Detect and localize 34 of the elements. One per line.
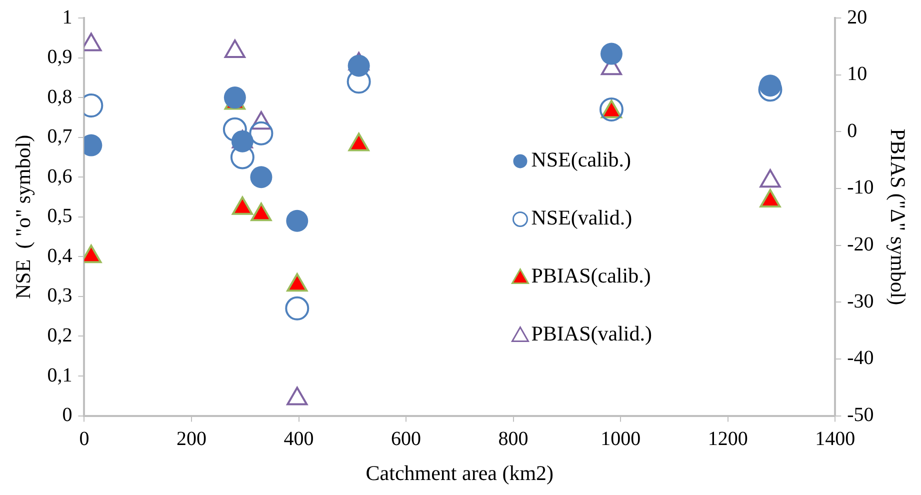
x-tick-label: 600	[391, 428, 422, 450]
y-tick-label: 0,8	[47, 86, 72, 108]
legend-label: NSE(calib.)	[531, 148, 631, 172]
y2-tick-label: -10	[847, 176, 874, 199]
y-tick-label: 0,2	[47, 324, 72, 346]
y2-tick-label: -50	[847, 404, 874, 426]
legend-label: NSE(valid.)	[531, 206, 632, 230]
y-tick-label: 0,6	[47, 165, 72, 188]
legend-label: PBIAS(valid.)	[531, 322, 652, 346]
y-tick-label: 1	[62, 6, 72, 28]
x-axis-title: Catchment area (km2)	[366, 460, 554, 485]
y-tick-label: 0,3	[47, 284, 72, 307]
y2-tick-label: 20	[847, 6, 868, 28]
y2-axis-title: PBIAS ("Δ" symbol)	[886, 128, 910, 306]
x-tick-label: 200	[176, 428, 206, 450]
y2-tick-label: -20	[847, 234, 874, 256]
x-tick-label: 1200	[708, 428, 748, 450]
y-tick-label: 0,5	[47, 205, 72, 228]
legend-label: PBIAS(calib.)	[531, 264, 651, 288]
y2-tick-label: -30	[847, 290, 874, 312]
y2-tick-label: -40	[847, 347, 874, 370]
y-tick-label: 0	[62, 404, 72, 426]
y-tick-label: 0,4	[47, 244, 72, 267]
y-tick-label: 0,1	[47, 364, 72, 386]
x-tick-label: 400	[284, 428, 314, 450]
x-tick-label: 800	[498, 428, 528, 450]
y2-tick-label: 10	[847, 63, 868, 86]
x-tick-label: 0	[79, 428, 90, 450]
y-tick-label: 0,9	[47, 46, 72, 68]
y-axis-title: NSE ( "o" symbol)	[11, 134, 36, 299]
y-tick-label: 0,7	[47, 126, 72, 148]
x-tick-label: 1400	[815, 428, 856, 450]
x-tick-label: 1000	[600, 428, 641, 450]
y2-tick-label: 0	[847, 120, 858, 142]
